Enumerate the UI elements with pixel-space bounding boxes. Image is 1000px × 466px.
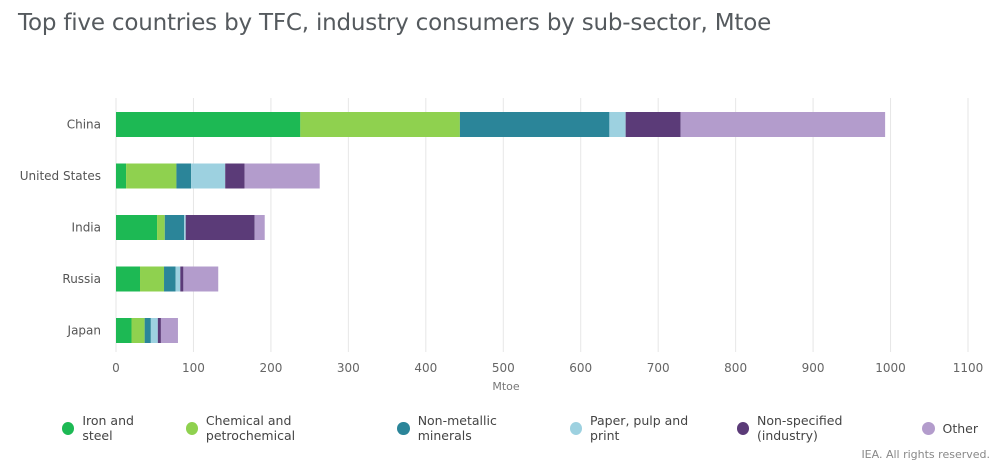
x-tick-label: 300 [337, 361, 360, 375]
bar-segment[interactable] [185, 215, 255, 240]
legend-item[interactable]: Non-metallic minerals [397, 413, 547, 443]
bar-segment[interactable] [140, 266, 165, 292]
x-tick-label: 900 [802, 361, 825, 375]
x-tick-label: 800 [724, 361, 747, 375]
bar-segment[interactable] [131, 318, 145, 343]
bar-segment[interactable] [225, 163, 245, 189]
x-tick-label: 500 [492, 361, 515, 375]
bar-segment[interactable] [116, 163, 127, 189]
bar-segment[interactable] [175, 266, 181, 292]
legend-item[interactable]: Other [921, 420, 979, 436]
bar-segment[interactable] [164, 215, 185, 240]
bar-segment[interactable] [244, 163, 320, 189]
legend-swatch [736, 421, 749, 435]
bar-segment[interactable] [157, 215, 165, 240]
bar-segment[interactable] [680, 112, 886, 137]
legend-swatch [62, 421, 75, 435]
bar-chart: China United States India Russia Japan 0 100 2… [20, 98, 983, 393]
legend-label: Iron and steel [82, 413, 134, 443]
category-label: Russia [62, 272, 101, 286]
legend-label: Paper, pulp and print [590, 413, 689, 443]
bar-segment[interactable] [459, 112, 610, 137]
category-labels: China United States India Russia Japan [20, 118, 101, 338]
x-tick-labels: 0 100 200 300 400 500 600 700 800 900 1000 1100 [112, 361, 983, 375]
category-label: India [72, 221, 101, 235]
legend-swatch [921, 421, 935, 435]
legend-item[interactable]: Chemical and petrochemical [185, 413, 376, 443]
legend-item[interactable]: Iron and steel [62, 413, 164, 443]
legend-label: Non-specified (industry) [756, 413, 843, 443]
bar-segment[interactable] [191, 163, 226, 189]
legend: Iron and steel Chemical and petrochemical… [62, 413, 1000, 443]
bar-segment[interactable] [176, 163, 192, 189]
category-label: Japan [67, 324, 101, 338]
x-tick-label: 1100 [953, 361, 984, 375]
x-axis-title: Mtoe [492, 380, 520, 393]
bar-segment[interactable] [160, 318, 178, 343]
x-tick-label: 400 [414, 361, 437, 375]
legend-label: Chemical and petrochemical [205, 413, 296, 443]
bar-segment[interactable] [126, 163, 177, 189]
bar-segment[interactable] [150, 318, 158, 343]
x-tick-label: 1000 [875, 361, 906, 375]
bar-segment[interactable] [609, 112, 626, 137]
bar-segment[interactable] [157, 318, 161, 343]
bar-segment[interactable] [300, 112, 460, 137]
bar-segment[interactable] [184, 215, 186, 240]
bar-segment[interactable] [116, 112, 301, 137]
credit-text: IEA. All rights reserved. [861, 448, 990, 461]
legend-label: Non-metallic minerals [417, 413, 497, 443]
chart-title: Top five countries by TFC, industry cons… [18, 10, 772, 36]
bar-segment[interactable] [116, 318, 132, 343]
legend-item[interactable]: Non-specified (industry) [736, 413, 900, 443]
bar-segment[interactable] [144, 318, 151, 343]
x-tick-label: 700 [647, 361, 670, 375]
bar-segment[interactable] [164, 266, 176, 292]
bar-segment[interactable] [116, 266, 141, 292]
category-label: United States [20, 169, 101, 183]
bar-segment[interactable] [183, 266, 219, 292]
bar-segment[interactable] [180, 266, 184, 292]
x-tick-label: 0 [112, 361, 120, 375]
legend-swatch [185, 421, 198, 435]
x-tick-label: 600 [569, 361, 592, 375]
bar-stacks [116, 112, 886, 343]
x-tick-label: 100 [182, 361, 205, 375]
category-label: China [67, 118, 101, 132]
legend-item[interactable]: Paper, pulp and print [569, 413, 715, 443]
bar-segment[interactable] [625, 112, 681, 137]
legend-label: Other [942, 420, 979, 436]
bar-segment[interactable] [254, 215, 265, 240]
x-tick-label: 200 [259, 361, 282, 375]
legend-swatch [397, 421, 410, 435]
legend-swatch [569, 421, 583, 435]
bar-segment[interactable] [116, 215, 158, 240]
